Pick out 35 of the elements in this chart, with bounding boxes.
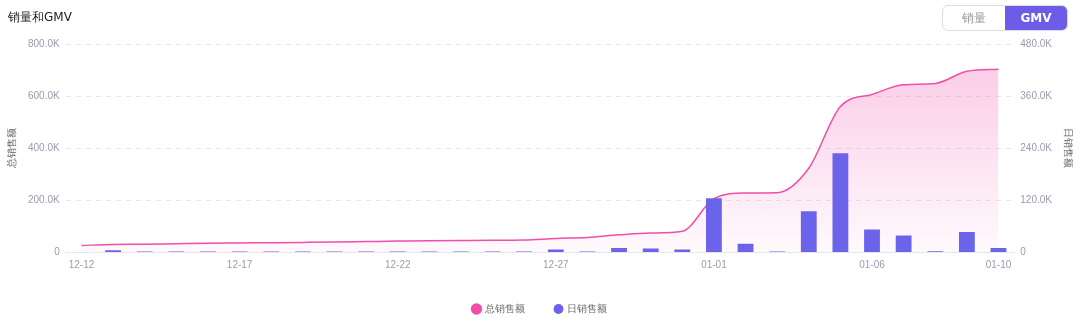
x-tick-label: 01-10 bbox=[985, 258, 1012, 270]
text: GMV bbox=[1005, 6, 1067, 30]
y-tick-label: 0 bbox=[54, 245, 61, 257]
x-tick-label: 12-17 bbox=[226, 258, 253, 270]
bar bbox=[832, 153, 849, 252]
legend-label: 总销售额 bbox=[484, 302, 525, 314]
x-tick-label: 01-06 bbox=[859, 258, 886, 270]
bar bbox=[706, 198, 722, 252]
bar bbox=[674, 249, 691, 252]
y2-tick-label: 0 bbox=[1020, 245, 1027, 257]
bar bbox=[895, 235, 912, 252]
bar bbox=[864, 229, 880, 252]
x-tick-label: 12-22 bbox=[384, 258, 411, 270]
text: 销量 bbox=[961, 10, 987, 27]
y2-axis-title: 日销售额 bbox=[1063, 128, 1075, 168]
x-tick-label: 12-12 bbox=[68, 258, 95, 270]
y2-tick-label: 120.0K bbox=[1020, 193, 1053, 205]
x-tick-label: 01-01 bbox=[701, 258, 728, 270]
x-tick-label: 12-27 bbox=[543, 258, 570, 270]
bar bbox=[990, 248, 1007, 252]
bar bbox=[611, 248, 627, 252]
bar bbox=[800, 211, 817, 252]
y2-tick-label: 480.0K bbox=[1020, 37, 1053, 49]
y-tick-label: 400.0K bbox=[27, 141, 61, 153]
y-tick-label: 200.0K bbox=[27, 193, 61, 205]
y2-tick-label: 360.0K bbox=[1020, 89, 1053, 101]
bar bbox=[737, 243, 754, 252]
bar bbox=[958, 232, 975, 252]
y-tick-label: 800.0K bbox=[27, 37, 61, 49]
y2-tick-label: 240.0K bbox=[1020, 141, 1053, 153]
y-axis-title: 总销售额 bbox=[5, 128, 17, 169]
chart-title: 销量和GMV bbox=[8, 9, 72, 26]
y-tick-label: 600.0K bbox=[27, 89, 61, 101]
bar bbox=[547, 249, 564, 252]
legend-label: 日销售额 bbox=[567, 302, 607, 314]
